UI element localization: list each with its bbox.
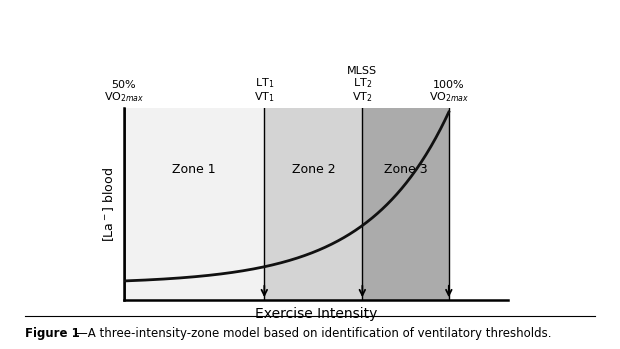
Text: VO$_{2max}$: VO$_{2max}$ (428, 90, 469, 104)
Text: VO$_{2max}$: VO$_{2max}$ (104, 90, 144, 104)
Bar (362, 108, 449, 300)
Bar (264, 108, 362, 300)
Text: MLSS: MLSS (347, 66, 378, 76)
Text: VT$_2$: VT$_2$ (352, 90, 373, 104)
Text: Zone 3: Zone 3 (384, 163, 427, 176)
Y-axis label: [La$^-$] blood: [La$^-$] blood (100, 166, 116, 242)
Text: —A three-intensity-zone model based on identification of ventilatory thresholds.: —A three-intensity-zone model based on i… (76, 327, 551, 340)
Text: Zone 2: Zone 2 (291, 163, 335, 176)
X-axis label: Exercise Intensity: Exercise Intensity (255, 307, 378, 321)
Text: Figure 1: Figure 1 (25, 327, 79, 340)
Text: Zone 1: Zone 1 (172, 163, 216, 176)
Text: 50%: 50% (112, 80, 136, 90)
Text: VT$_1$: VT$_1$ (254, 90, 275, 104)
Text: LT$_1$: LT$_1$ (255, 76, 274, 90)
Text: 100%: 100% (433, 80, 464, 90)
Bar (124, 108, 264, 300)
Text: LT$_2$: LT$_2$ (353, 76, 372, 90)
